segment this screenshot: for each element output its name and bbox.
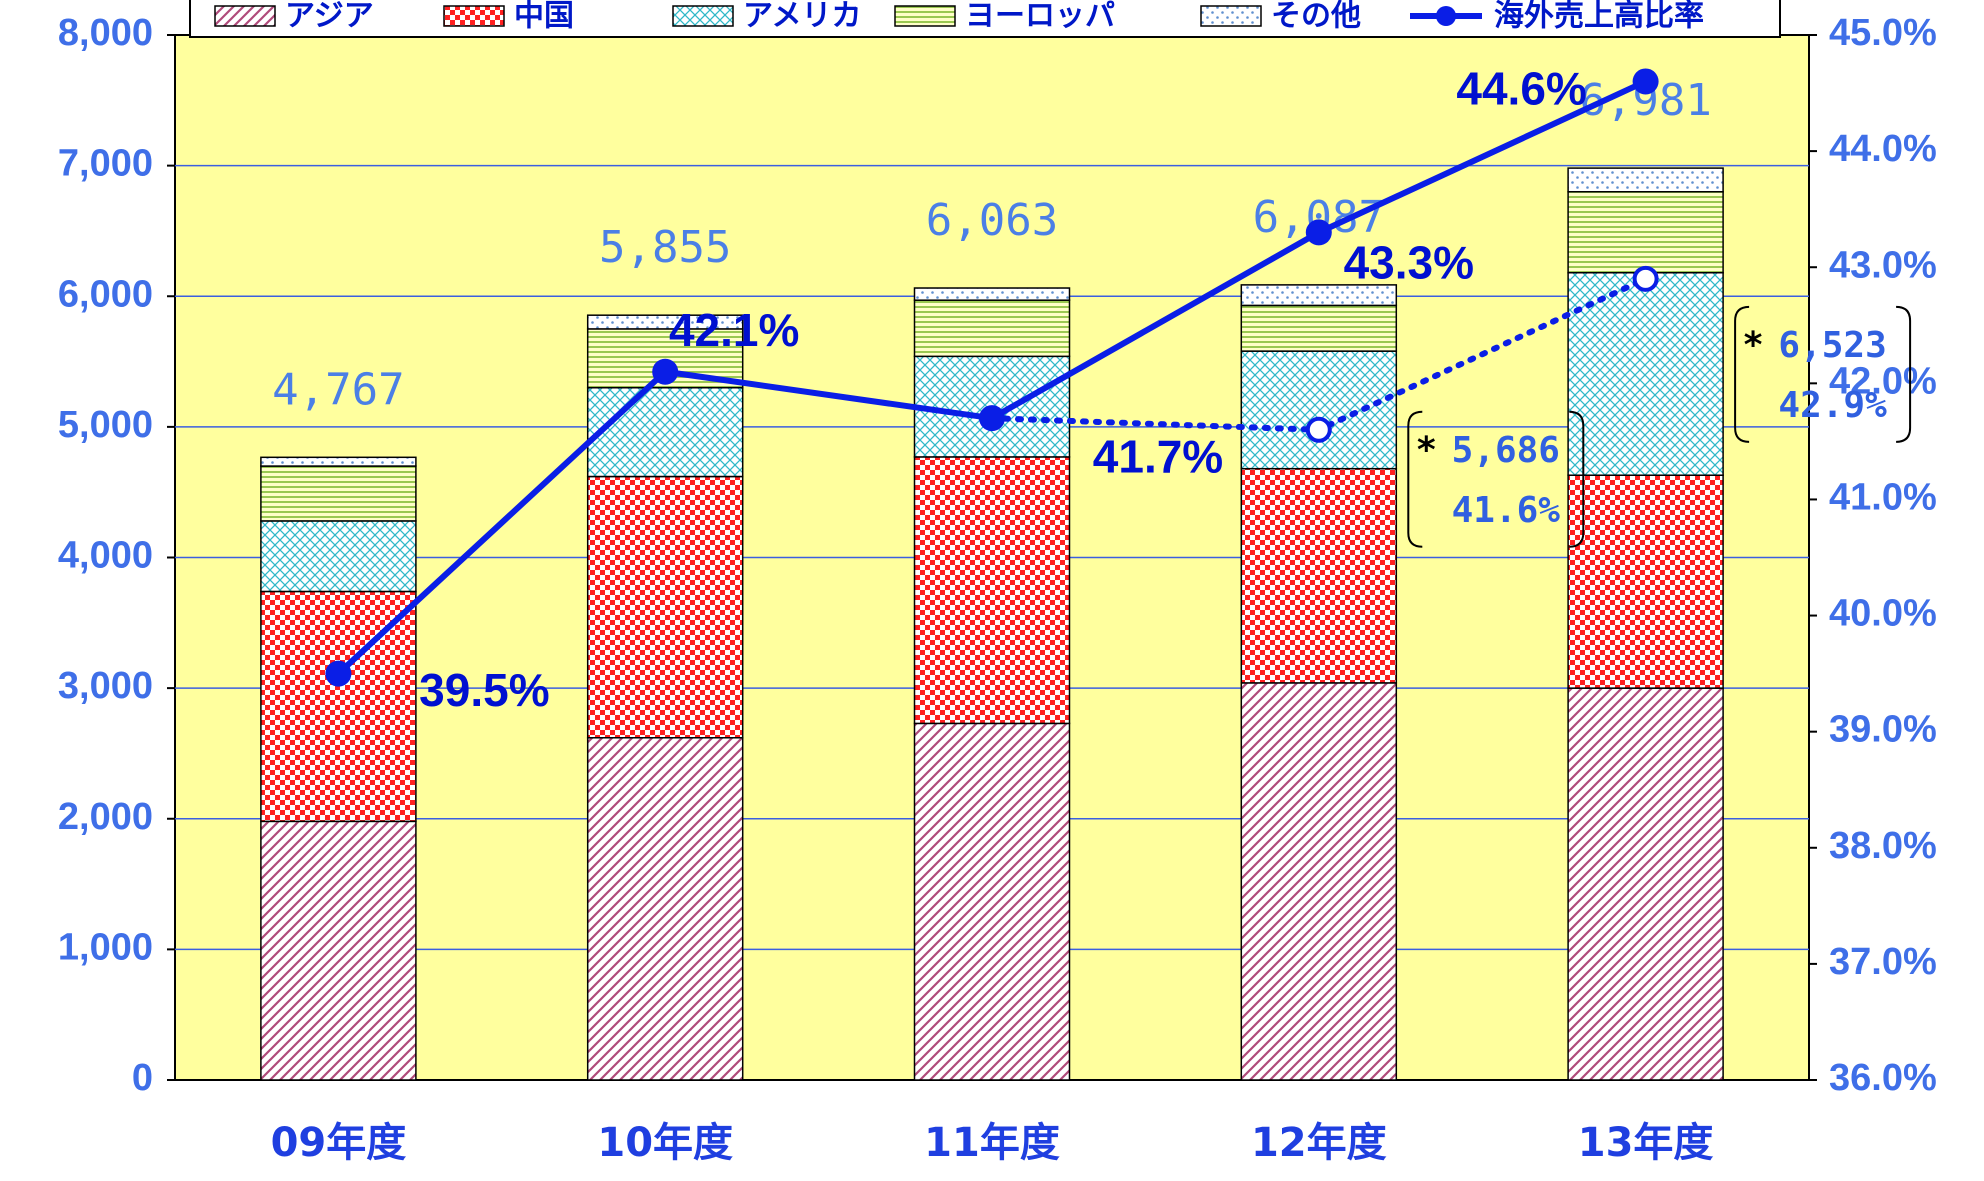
- bar-segment: [260, 820, 417, 1081]
- y-tick-label: 1,000: [58, 926, 153, 968]
- y-tick-label: 7,000: [58, 143, 153, 185]
- bar-segment: [1240, 467, 1398, 684]
- bar-segment: [913, 287, 1071, 301]
- adjusted-ratio-label: 41.6%: [1452, 490, 1561, 531]
- legend-swatch: [672, 5, 734, 27]
- bar-segment: [913, 456, 1071, 725]
- bar-segment: [1567, 191, 1724, 274]
- legend-label: 海外売上高比率: [1494, 0, 1704, 34]
- bar-segment: [1567, 167, 1724, 193]
- y2-tick-label: 36.0%: [1829, 1057, 1937, 1099]
- bar-segment: [1240, 682, 1398, 1081]
- x-tick-label: 11年度: [924, 1120, 1060, 1166]
- legend-swatch: [214, 5, 276, 27]
- bar-segment: [1567, 271, 1724, 476]
- legend-label: ヨーロッパ: [965, 0, 1115, 34]
- ratio-marker: [979, 405, 1005, 432]
- bracket: [1734, 305, 1750, 443]
- bar-segment: [1567, 474, 1724, 689]
- bar-segment: [913, 299, 1071, 358]
- y-tick-label: 3,000: [58, 665, 153, 707]
- adjusted-total-label: 6,523: [1778, 325, 1886, 366]
- adjusted-marker-label: *: [1415, 430, 1437, 471]
- y2-tick-label: 39.0%: [1829, 709, 1937, 751]
- x-tick-label: 13年度: [1578, 1120, 1714, 1166]
- bar-segment: [586, 314, 744, 330]
- ratio-label: 44.6%: [1456, 63, 1586, 115]
- ratio-marker: [1632, 68, 1659, 95]
- bracket: [1896, 305, 1912, 443]
- y-tick-label: 6,000: [58, 273, 153, 315]
- legend-swatch: [1200, 5, 1262, 27]
- legend-label: アメリカ: [743, 0, 862, 34]
- y2-tick-label: 44.0%: [1829, 128, 1937, 170]
- y2-tick-label: 40.0%: [1829, 593, 1937, 635]
- bar-segment: [1567, 687, 1724, 1081]
- ratio-label: 41.7%: [1093, 430, 1223, 482]
- legend-label: アジア: [285, 0, 374, 34]
- x-tick-label: 12年度: [1251, 1120, 1387, 1166]
- legend-label: その他: [1271, 0, 1361, 34]
- y2-tick-label: 43.0%: [1829, 244, 1937, 286]
- y2-tick-label: 37.0%: [1829, 941, 1937, 983]
- adjusted-ratio-label: 42.9%: [1778, 385, 1887, 426]
- y2-tick-label: 41.0%: [1829, 476, 1937, 518]
- y2-tick-label: 42.0%: [1829, 360, 1937, 402]
- ratio-marker: [325, 660, 352, 687]
- y-tick-label: 5,000: [58, 404, 153, 446]
- adjusted-marker-label: *: [1742, 325, 1764, 366]
- total-label: 6,063: [926, 195, 1058, 246]
- y-tick-label: 2,000: [58, 796, 153, 838]
- ratio-marker: [1305, 219, 1332, 246]
- legend-marker: [1436, 6, 1456, 26]
- y-tick-label: 8,000: [58, 12, 153, 54]
- y2-tick-label: 38.0%: [1829, 825, 1937, 867]
- total-label: 4,767: [272, 364, 404, 415]
- bar-segment: [586, 475, 744, 739]
- bar-segment: [260, 465, 417, 522]
- legend-swatch: [443, 5, 505, 27]
- bar-segment: [913, 722, 1071, 1081]
- bar-segment: [586, 386, 744, 478]
- bracket: [1407, 410, 1423, 548]
- ratio-label: 42.1%: [669, 304, 799, 356]
- bar-segment: [586, 737, 744, 1081]
- bar-segment: [260, 520, 417, 593]
- ratio-marker: [652, 358, 679, 385]
- legend-label: 中国: [514, 0, 574, 34]
- legend-swatch: [894, 5, 956, 27]
- bar-segment: [1240, 284, 1398, 307]
- y-tick-label: 4,000: [58, 535, 153, 577]
- adjusted-marker: [1305, 416, 1332, 443]
- bar-segment: [260, 456, 417, 467]
- x-tick-label: 10年度: [597, 1120, 733, 1166]
- bar-segment: [1240, 350, 1398, 470]
- ratio-label: 43.3%: [1344, 237, 1474, 289]
- adjusted-total-label: 5,686: [1452, 430, 1560, 471]
- x-tick-label: 09年度: [271, 1120, 407, 1166]
- y2-tick-label: 45.0%: [1829, 12, 1937, 54]
- bar-segment: [1240, 304, 1398, 352]
- y-tick-label: 0: [132, 1057, 153, 1099]
- ratio-label: 39.5%: [419, 664, 549, 716]
- total-label: 5,855: [599, 222, 731, 273]
- bracket: [1569, 410, 1585, 548]
- adjusted-marker: [1632, 265, 1659, 292]
